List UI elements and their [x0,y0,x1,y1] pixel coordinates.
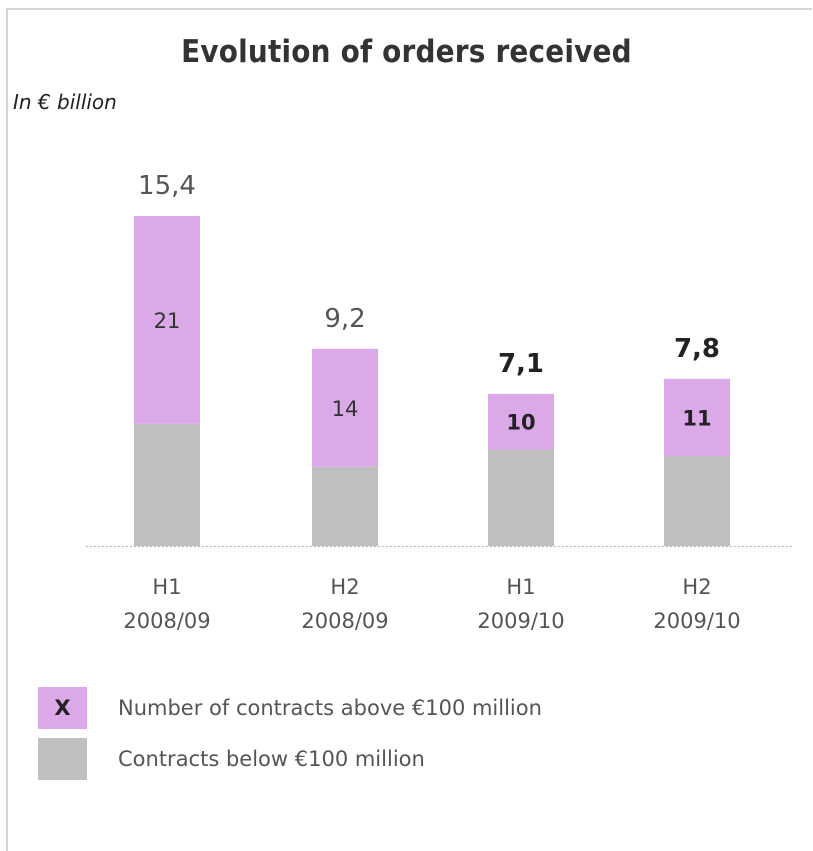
bar-below-4 [664,456,730,546]
chart-frame [6,8,812,851]
legend-item-below: Contracts below €100 million [38,737,542,781]
legend-item-above: X Number of contracts above €100 million [38,686,542,730]
x-tick-label-period-3: H1 [506,575,535,599]
legend-swatch-above: X [38,687,87,729]
x-tick-label-year-2: 2008/09 [301,609,388,633]
bar-above-4 [664,378,730,456]
x-tick-label-period-2: H2 [330,575,359,599]
bar-count-label-1: 21 [154,309,181,333]
bar-above-1 [134,216,200,424]
chart-plot: 21 15,4 H1 2008/09 14 9,2 H2 2008/09 10 7,1 H1 2009… [86,171,792,633]
legend-label-below: Contracts below €100 million [118,747,425,771]
bar-total-label-1: 15,4 [138,171,196,201]
x-tick-label-year-1: 2008/09 [123,609,210,633]
bar-total-label-3: 7,1 [498,349,544,379]
legend-label-above: Number of contracts above €100 million [118,696,542,720]
bar-total-label-2: 9,2 [324,304,365,334]
bar-above-2 [312,348,378,467]
chart-title: Evolution of orders received [181,34,632,70]
bar-below-3 [488,449,554,546]
x-tick-label-period-1: H1 [152,575,181,599]
x-tick-label-period-4: H2 [682,575,711,599]
legend-swatch-below [38,738,87,780]
bar-count-label-3: 10 [506,411,535,435]
bar-total-label-4: 7,8 [674,334,720,364]
bar-below-1 [134,423,200,546]
chart-legend: X Number of contracts above €100 million… [38,686,542,788]
chart-subtitle: In € billion [13,90,117,114]
bar-count-label-2: 14 [332,397,359,421]
bar-count-label-4: 11 [682,406,711,430]
bar-above-3 [488,393,554,450]
bar-below-2 [312,466,378,546]
x-tick-label-year-4: 2009/10 [653,609,740,633]
x-tick-label-year-3: 2009/10 [477,609,564,633]
